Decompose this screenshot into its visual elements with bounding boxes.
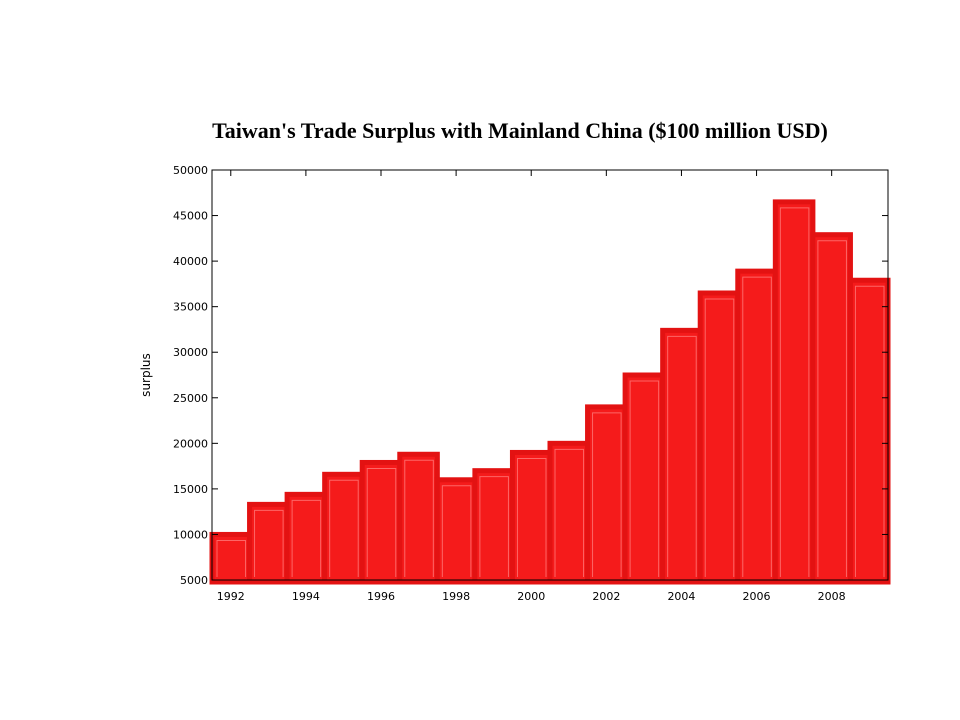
bar-inner-outline (779, 207, 810, 577)
bar-inner-outline (216, 539, 247, 577)
y-tick-label: 45000 (173, 210, 208, 223)
bar-inner-outline (817, 240, 847, 577)
x-tick-label: 1998 (442, 590, 470, 603)
bar (810, 232, 853, 585)
bar (735, 268, 778, 585)
bar-inner-outline (629, 380, 660, 577)
plot-frame (211, 169, 889, 581)
bar (284, 491, 328, 585)
bar-inner-outline (479, 476, 509, 577)
y-tick-label: 30000 (173, 346, 208, 359)
y-tick-label: 20000 (173, 437, 208, 450)
x-tick-label: 1992 (217, 590, 245, 603)
x-tick-label: 2000 (517, 590, 545, 603)
bar-inner-outline (329, 479, 359, 577)
bar (434, 477, 478, 585)
bar-inner-outline (554, 448, 585, 577)
x-tick-label: 2006 (743, 590, 771, 603)
bar-inner-outline (854, 285, 885, 577)
bar-inner-outline (366, 467, 397, 577)
y-tick-label: 5000 (180, 574, 208, 587)
bar-inner-outline (254, 509, 284, 577)
bar (697, 290, 741, 585)
x-tick-label: 1994 (292, 590, 320, 603)
bar-inner-outline (516, 457, 547, 577)
y-tick-label: 25000 (173, 392, 208, 405)
x-tick-label: 2008 (818, 590, 846, 603)
bar (847, 277, 891, 585)
y-tick-label: 35000 (173, 301, 208, 314)
bar (359, 459, 403, 585)
bar-inner-outline (291, 499, 322, 577)
bar-inner-outline (742, 276, 772, 577)
y-tick-label: 50000 (173, 164, 208, 177)
bar (322, 471, 365, 585)
bar (509, 449, 553, 585)
bars-layer (209, 199, 891, 585)
bar-inner-outline (404, 459, 434, 577)
bar-inner-outline (592, 412, 622, 577)
bar-inner-outline (441, 485, 472, 577)
bar-inner-outline (667, 335, 697, 577)
bar-inner-outline (704, 298, 735, 577)
bar (247, 501, 290, 585)
y-tick-label: 10000 (173, 528, 208, 541)
bar (397, 451, 440, 585)
y-axis-title: surplus (139, 353, 153, 397)
bar (585, 404, 628, 585)
bar (660, 327, 703, 585)
y-tick-label: 40000 (173, 255, 208, 268)
bar (472, 468, 515, 585)
bar (622, 372, 666, 585)
bar (209, 531, 253, 585)
y-tick-label: 15000 (173, 483, 208, 496)
bar (547, 440, 591, 585)
x-tick-label: 1996 (367, 590, 395, 603)
x-tick-label: 2002 (592, 590, 620, 603)
bar (772, 199, 816, 585)
x-tick-label: 2004 (667, 590, 695, 603)
ticks-layer: 5000 10000 15000 20000 25000 30000 35000 40000 4… (173, 164, 888, 603)
chart-title: Taiwan's Trade Surplus with Mainland Chi… (212, 118, 828, 143)
